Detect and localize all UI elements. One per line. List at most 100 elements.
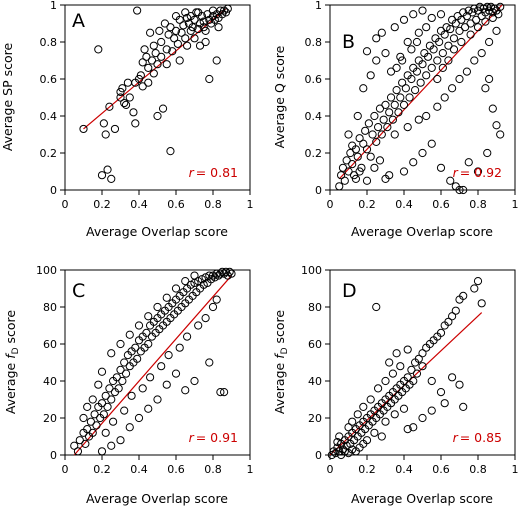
- data-point: [390, 410, 399, 419]
- data-point: [422, 111, 431, 121]
- data-point: [390, 23, 399, 32]
- y-tick-label: 0: [315, 184, 322, 197]
- data-point: [429, 45, 438, 54]
- data-point: [449, 45, 459, 54]
- data-point: [433, 56, 442, 65]
- data-point: [162, 293, 171, 302]
- data-point: [175, 15, 184, 24]
- x-axis-title: Average Overlap score: [351, 224, 493, 239]
- data-point: [448, 373, 457, 382]
- panel-d: 0 0.2 0.4 0.6 0.8 1 0 20 40 60 80 100 D Average Ov…: [272, 264, 519, 506]
- data-point: [109, 417, 118, 426]
- data-point: [446, 176, 455, 185]
- data-point: [492, 26, 501, 35]
- x-tick-label: 0.2: [358, 463, 376, 476]
- y-axis-title-prefix: Average: [272, 359, 287, 414]
- x-tick-label: 0.2: [93, 198, 111, 211]
- data-point: [451, 19, 460, 28]
- data-point: [120, 358, 129, 367]
- data-point: [381, 100, 390, 110]
- data-point: [105, 102, 114, 111]
- x-axis-ticks: 0 0.2 0.4 0.6 0.8 1: [327, 455, 519, 476]
- data-point: [164, 351, 173, 360]
- data-point: [362, 145, 372, 154]
- data-point: [403, 123, 412, 132]
- data-point: [370, 163, 379, 172]
- data-point: [407, 74, 416, 84]
- data-point: [190, 376, 199, 386]
- data-point: [396, 93, 405, 102]
- data-point: [411, 86, 420, 95]
- data-point: [79, 124, 88, 134]
- y-axis-title: Average Q score: [272, 45, 287, 148]
- data-point: [392, 63, 401, 73]
- correlation-r: r: [189, 165, 195, 180]
- data-point: [362, 47, 372, 56]
- data-point: [470, 284, 479, 293]
- y-tick-label: 40: [308, 375, 322, 388]
- data-point: [427, 376, 436, 386]
- y-axis-title: Average SP score: [0, 43, 15, 152]
- y-axis-title: Average fD score: [3, 310, 21, 415]
- data-point: [103, 165, 112, 174]
- data-point: [440, 30, 449, 39]
- data-point: [418, 362, 427, 371]
- data-point: [335, 182, 344, 191]
- data-point: [88, 428, 97, 437]
- data-point: [70, 441, 79, 450]
- trend-line-group: [83, 8, 227, 130]
- data-point: [121, 369, 131, 378]
- data-point: [157, 362, 166, 371]
- data-point: [457, 15, 466, 24]
- data-point: [372, 34, 381, 43]
- x-tick-label: 0.6: [167, 198, 185, 211]
- data-point: [399, 404, 409, 413]
- data-point: [162, 45, 171, 54]
- data-point: [485, 37, 494, 47]
- data-point: [433, 74, 442, 84]
- data-point: [142, 52, 151, 61]
- data-point: [183, 13, 192, 23]
- data-point: [399, 15, 409, 24]
- data-point: [355, 134, 364, 143]
- data-point: [151, 49, 160, 58]
- data-point: [138, 384, 147, 393]
- data-point: [118, 84, 127, 93]
- y-tick-label: 1: [315, 0, 322, 12]
- data-point: [477, 299, 486, 308]
- y-tick-label: 60: [43, 338, 57, 351]
- x-tick-label: 0: [62, 198, 69, 211]
- data-point: [170, 34, 179, 43]
- data-point: [190, 271, 199, 280]
- x-axis-ticks: 0 0.2 0.4 0.6 0.8 1: [62, 455, 254, 476]
- data-point: [179, 21, 188, 30]
- y-axis-ticks: 0 20 40 60 80 100: [301, 264, 330, 462]
- data-point: [134, 321, 144, 330]
- y-axis-title-suffix: score: [3, 310, 18, 348]
- data-point: [436, 163, 446, 172]
- data-point: [201, 314, 210, 323]
- x-axis-ticks: 0 0.2 0.4 0.6 0.8 1: [62, 190, 254, 211]
- data-point: [375, 104, 385, 113]
- y-tick-label: 20: [43, 412, 57, 425]
- y-tick-label: 0.4: [40, 110, 58, 123]
- correlation-label: r = 0.85: [453, 430, 502, 445]
- data-point: [414, 354, 423, 363]
- data-point: [123, 78, 133, 87]
- data-point: [194, 8, 203, 17]
- data-point: [144, 78, 153, 87]
- plot-frame: [329, 4, 516, 191]
- data-point: [337, 171, 346, 180]
- data-point: [171, 26, 181, 35]
- data-point: [337, 450, 346, 460]
- data-point: [473, 23, 483, 32]
- data-point: [99, 410, 108, 419]
- data-point: [188, 23, 197, 32]
- y-tick-label: 100: [301, 264, 322, 277]
- data-point: [414, 115, 423, 124]
- y-tick-label: 80: [308, 301, 322, 314]
- y-tick-label: 0: [50, 184, 57, 197]
- data-point: [366, 395, 375, 404]
- data-point: [362, 176, 372, 185]
